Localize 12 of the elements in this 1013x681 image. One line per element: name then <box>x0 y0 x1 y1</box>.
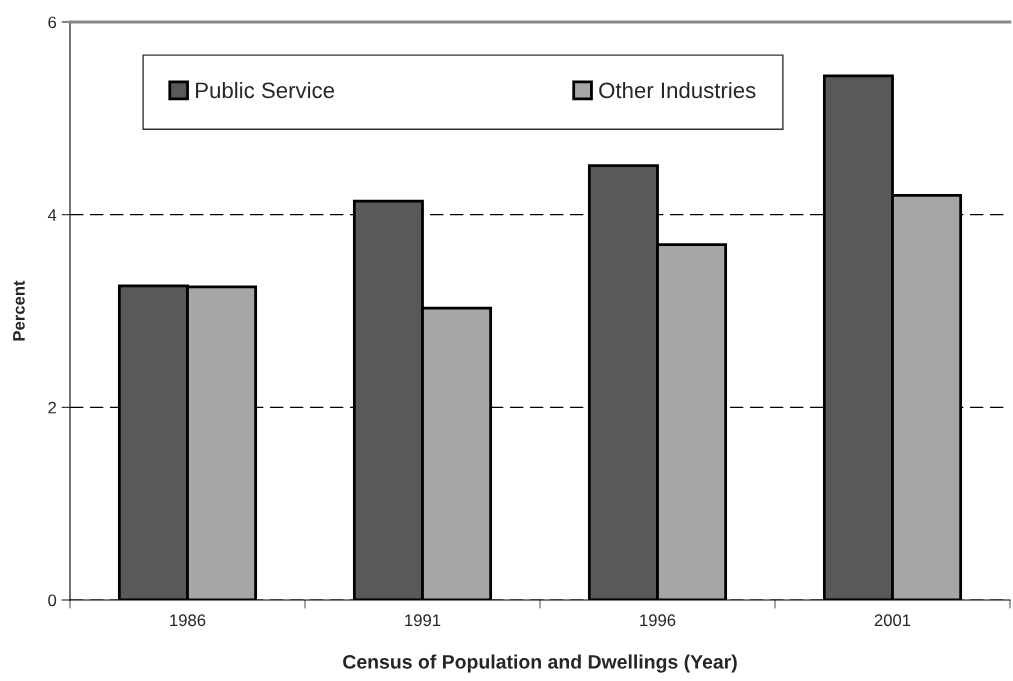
legend-label: Other Industries <box>599 81 756 99</box>
x-tick-label: 1991 <box>405 614 441 627</box>
legend-label: Public Service <box>196 81 335 99</box>
y-tick-label: 2 <box>48 401 56 414</box>
y-tick-label: 0 <box>48 594 57 607</box>
x-tick-label: 2001 <box>874 614 911 627</box>
y-axis-title: Percent <box>13 280 25 341</box>
y-tick-label: 6 <box>48 16 57 29</box>
x-tick-label: 1996 <box>640 614 676 627</box>
y-tick-label: 4 <box>47 209 57 221</box>
x-axis-title: Census of Population and Dwellings (Year) <box>343 654 737 673</box>
x-tick-label: 1986 <box>170 614 206 627</box>
